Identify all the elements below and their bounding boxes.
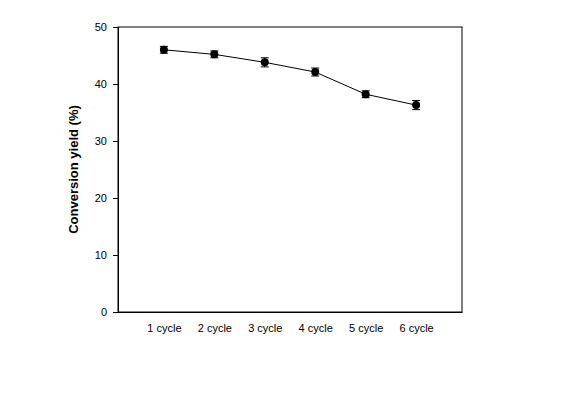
x-axis: 1 cycle 2 cycle 3 cycle 4 cycle 5 cycle 6 cyc… — [119, 313, 463, 334]
plot-area — [160, 46, 420, 110]
x-axis-line — [119, 312, 463, 313]
x-tick-label: 3 cycle — [248, 322, 282, 334]
error-bar-cap — [261, 57, 269, 58]
data-point — [160, 46, 168, 54]
plot-frame — [118, 27, 462, 312]
x-tick: 5 cycle — [349, 322, 383, 334]
x-tick: 3 cycle — [248, 322, 282, 334]
y-tick-mark — [113, 84, 118, 85]
x-tick-label: 4 cycle — [299, 322, 333, 334]
y-tick-label: 0 — [101, 306, 107, 318]
x-tick: 2 cycle — [198, 322, 232, 334]
y-tick: 40 — [95, 78, 118, 90]
y-tick-mark — [113, 141, 118, 142]
error-bar — [210, 51, 218, 58]
y-tick-mark — [113, 27, 118, 28]
y-axis-title: Conversion yield (%) — [66, 105, 81, 234]
y-tick: 30 — [95, 135, 118, 147]
data-point — [412, 101, 420, 109]
error-bar-cap — [412, 100, 420, 101]
y-tick: 50 — [95, 21, 118, 33]
error-bar — [311, 68, 319, 76]
y-tick-mark — [113, 255, 118, 256]
error-bar — [362, 91, 370, 98]
y-tick-mark — [113, 198, 118, 199]
error-bar-cap — [261, 66, 269, 67]
y-tick-label: 20 — [95, 192, 107, 204]
data-point — [362, 90, 370, 98]
x-tick-label: 6 cycle — [399, 322, 433, 334]
x-tick: 4 cycle — [299, 322, 333, 334]
y-tick-label: 50 — [95, 21, 107, 33]
y-tick-label: 40 — [95, 78, 107, 90]
chart: 0 10 20 30 40 50 1 cycle 2 cycle 3 cycle 4 cycle 5… — [0, 0, 564, 403]
y-tick-label: 10 — [95, 249, 107, 261]
y-tick-mark — [113, 312, 118, 313]
data-point — [261, 58, 269, 66]
data-point — [311, 68, 319, 76]
y-axis: 0 10 20 30 40 50 — [95, 21, 119, 318]
y-axis-line — [113, 28, 119, 313]
x-tick-label: 5 cycle — [349, 322, 383, 334]
x-tick-label: 1 cycle — [147, 322, 181, 334]
y-tick-label: 30 — [95, 135, 107, 147]
error-bar — [412, 101, 420, 110]
x-tick: 1 cycle — [147, 322, 181, 334]
x-tick-label: 2 cycle — [198, 322, 232, 334]
error-bar — [261, 58, 269, 67]
error-bar-cap — [412, 109, 420, 110]
y-tick: 20 — [95, 192, 118, 204]
data-point — [210, 50, 218, 58]
data-line — [164, 50, 416, 105]
x-tick: 6 cycle — [399, 322, 433, 334]
error-bar — [160, 46, 168, 53]
y-tick: 0 — [101, 306, 118, 318]
y-tick: 10 — [95, 249, 118, 261]
